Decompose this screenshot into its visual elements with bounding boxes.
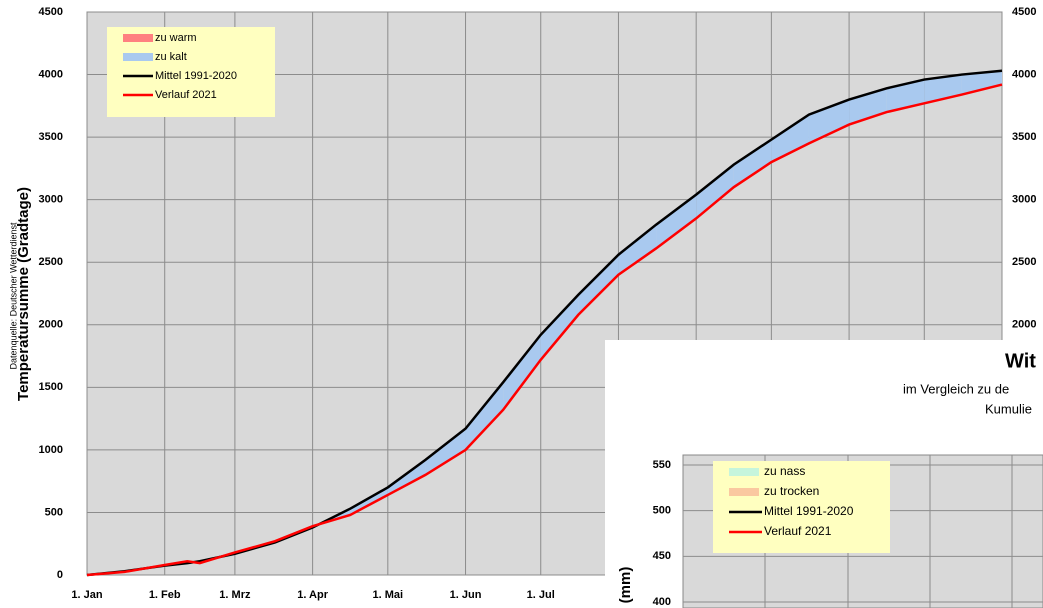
y-tick-label: 1500 bbox=[39, 381, 63, 393]
legend-box bbox=[713, 461, 890, 553]
cold-area bbox=[696, 164, 734, 219]
y-tick-label: 400 bbox=[653, 596, 671, 608]
y-axis-title: (mm) bbox=[617, 567, 634, 604]
cold-area bbox=[350, 487, 388, 515]
y-tick-label: 550 bbox=[653, 459, 671, 471]
y2-tick-label: 2500 bbox=[1012, 256, 1036, 268]
x-tick-label: 1. Apr bbox=[297, 589, 328, 601]
y2-tick-label: 2000 bbox=[1012, 319, 1036, 331]
chart-subtitle: Kumulie bbox=[985, 401, 1032, 416]
y-tick-label: 4500 bbox=[39, 6, 63, 18]
cold-area bbox=[656, 194, 697, 249]
y-tick-label: 0 bbox=[57, 569, 63, 581]
y-tick-label: 500 bbox=[45, 506, 63, 518]
legend-label: zu kalt bbox=[155, 51, 187, 63]
source-note: Datenquelle: Deutscher Wetterdienst bbox=[8, 222, 18, 369]
legend-swatch bbox=[729, 488, 759, 496]
cold-area bbox=[618, 224, 657, 275]
chart-subtitle: im Vergleich zu de bbox=[903, 381, 1009, 396]
legend-label: Mittel 1991-2020 bbox=[155, 70, 237, 82]
y2-tick-label: 3500 bbox=[1012, 131, 1036, 143]
cold-area bbox=[578, 254, 619, 315]
y-axis-title: Temperatursumme (Gradtage) bbox=[15, 187, 32, 401]
x-tick-label: 1. Jul bbox=[527, 589, 555, 601]
cold-area bbox=[465, 382, 504, 450]
legend-label: zu trocken bbox=[764, 484, 819, 498]
y-tick-label: 450 bbox=[653, 550, 671, 562]
legend-label: Verlauf 2021 bbox=[155, 89, 217, 101]
overlay-chart: 400 450 500 550 Wit im Vergleich zu de Kumulie… bbox=[605, 340, 1043, 608]
y-tick-label: 3500 bbox=[39, 131, 63, 143]
cold-area bbox=[503, 334, 541, 410]
legend-label: zu nass bbox=[764, 464, 805, 478]
legend-swatch bbox=[729, 468, 759, 476]
cold-area bbox=[961, 70, 1002, 95]
series-line bbox=[86, 69, 1003, 577]
cold-area bbox=[886, 79, 925, 113]
x-tick-label: 1. Mai bbox=[373, 589, 404, 601]
legend-swatch bbox=[123, 53, 153, 61]
legend-label: Mittel 1991-2020 bbox=[764, 504, 854, 518]
legend-label: zu warm bbox=[155, 32, 197, 44]
y-tick-label: 500 bbox=[653, 505, 671, 517]
y2-tick-label: 3000 bbox=[1012, 194, 1036, 206]
y-tick-label: 2500 bbox=[39, 256, 63, 268]
legend-swatch bbox=[123, 34, 153, 42]
series-line bbox=[86, 83, 1003, 577]
y-tick-label: 3000 bbox=[39, 194, 63, 206]
legend-label: Verlauf 2021 bbox=[764, 524, 832, 538]
y-tick-label: 1000 bbox=[39, 444, 63, 456]
cold-area bbox=[425, 428, 466, 475]
y2-tick-label: 4000 bbox=[1012, 68, 1036, 80]
y-tick-label: 4000 bbox=[39, 68, 63, 80]
y2-tick-label: 4500 bbox=[1012, 6, 1036, 18]
cold-area bbox=[733, 139, 772, 188]
cold-area bbox=[540, 294, 579, 360]
x-tick-label: 1. Feb bbox=[149, 589, 181, 601]
x-tick-label: 1. Jan bbox=[71, 589, 102, 601]
y-tick-label: 2000 bbox=[39, 319, 63, 331]
cold-area bbox=[771, 114, 809, 163]
cold-area bbox=[808, 99, 850, 144]
cold-area bbox=[387, 459, 426, 495]
x-tick-label: 1. Mrz bbox=[219, 589, 251, 601]
chart-title: Wit bbox=[1005, 350, 1036, 372]
x-tick-label: 1. Jun bbox=[450, 589, 482, 601]
